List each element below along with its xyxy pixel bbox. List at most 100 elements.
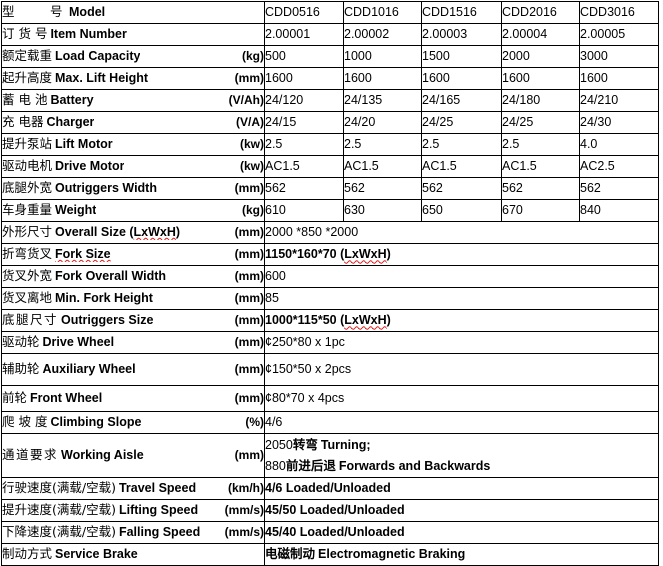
spec-label-cn: 折弯货叉 bbox=[2, 247, 53, 262]
spec-label-en: Working Aisle bbox=[61, 448, 144, 463]
spec-label-text: 外形尺寸 Overall Size (LxWxH) bbox=[2, 225, 180, 240]
spec-unit: (kw) bbox=[240, 137, 264, 152]
spec-label-en: Battery bbox=[50, 93, 94, 108]
spec-label-text: 提升泵站 Lift Motor bbox=[2, 137, 113, 152]
spec-label-en: Falling Speed bbox=[118, 525, 201, 540]
spec-unit: (mm) bbox=[234, 269, 264, 284]
spec-label-en: Travel Speed bbox=[118, 481, 197, 496]
spec-value-cell: 2.5 bbox=[501, 133, 580, 156]
spec-unit: (mm) bbox=[234, 335, 264, 350]
table-row: 驱动电机 Drive Motor (kw) AC1.5 AC1.5 AC1.5 AC1.5 A… bbox=[1, 155, 659, 178]
spec-value-cell: 500 bbox=[264, 45, 344, 68]
spellcheck-squiggle: LxWxH bbox=[344, 247, 387, 262]
spec-label-cell: 货叉外宽 Fork Overall Width (mm) bbox=[1, 265, 265, 288]
spec-value-cell: CDD1016 bbox=[343, 1, 422, 24]
spec-label-en: Front Wheel bbox=[30, 391, 103, 406]
spec-label-cell: 折弯货叉 Fork Size (mm) bbox=[1, 243, 265, 266]
spec-value-cell-merged: 600 bbox=[264, 265, 659, 288]
spec-value-cell-merged: 45/50 Loaded/Unloaded bbox=[264, 499, 659, 522]
spec-label-cn: 订 货 号 bbox=[2, 27, 48, 42]
spec-value-cell: 24/135 bbox=[343, 89, 422, 112]
table-row: 制动方式 Service Brake 电磁制动 Electromagnetic Bra… bbox=[1, 543, 659, 566]
spec-label-text: 提升速度(满载/空载) Lifting Speed bbox=[2, 503, 198, 518]
brake-value-en: Electromagnetic Braking bbox=[318, 547, 466, 562]
spec-value-cell: 24/20 bbox=[343, 111, 422, 134]
spec-label-cn: 制动方式 bbox=[2, 547, 53, 562]
spec-value-cell-merged: 1000*115*50 (LxWxH) bbox=[264, 309, 659, 332]
spec-value-cell: 1600 bbox=[421, 67, 502, 90]
spec-value-cell: 2.00003 bbox=[421, 23, 502, 46]
spec-unit: (mm) bbox=[234, 313, 264, 328]
spec-label-cn: 额定载重 bbox=[2, 49, 53, 64]
spec-label-text: 型 号 Model bbox=[2, 5, 105, 20]
spec-label-text: 底腿外宽 Outriggers Width bbox=[2, 181, 157, 196]
table-row: 提升泵站 Lift Motor (kw) 2.5 2.5 2.5 2.5 4.0 bbox=[1, 133, 659, 156]
spec-label-text: 充 电器 Charger bbox=[2, 115, 94, 130]
aisle-turning-value: 2050 bbox=[265, 437, 293, 452]
spec-value-cell: CDD2016 bbox=[501, 1, 580, 24]
spec-unit: (km/h) bbox=[228, 481, 264, 496]
spec-label-cell: 车身重量 Weight (kg) bbox=[1, 199, 265, 222]
spec-label-cell: 辅助轮 Auxiliary Wheel (mm) bbox=[1, 353, 265, 386]
table-row: 前轮 Front Wheel (mm) ¢80*70 x 4pcs bbox=[1, 385, 659, 412]
spec-label-en: Outriggers Size bbox=[61, 313, 154, 328]
spec-value-cell: 2.00004 bbox=[501, 23, 580, 46]
spec-value-cell: 1600 bbox=[501, 67, 580, 90]
spec-label-cn: 外形尺寸 bbox=[2, 225, 53, 240]
spec-label-text: 下降速度(满载/空载) Falling Speed bbox=[2, 525, 200, 540]
spec-label-cn: 货叉外宽 bbox=[2, 269, 53, 284]
spec-label-cell: 前轮 Front Wheel (mm) bbox=[1, 385, 265, 412]
spec-value-cell: 1500 bbox=[421, 45, 502, 68]
spec-value-cell: 2.5 bbox=[343, 133, 422, 156]
spec-value-cell-merged: 4/6 Loaded/Unloaded bbox=[264, 477, 659, 500]
spec-value-cell: 4.0 bbox=[579, 133, 659, 156]
spec-label-en: Climbing Slope bbox=[50, 415, 142, 430]
spec-label-en: Lift Motor bbox=[55, 137, 113, 152]
spec-value-cell-merged: 1150*160*70 (LxWxH) bbox=[264, 243, 659, 266]
aisle-forwards-en: Forwards and Backwards bbox=[338, 459, 491, 473]
spec-label-cn: 驱动电机 bbox=[2, 159, 53, 174]
spec-label-text: 行驶速度(满载/空载) Travel Speed bbox=[2, 481, 196, 496]
spec-label-cn: 爬 坡 度 bbox=[2, 415, 48, 430]
spec-value-cell: 1600 bbox=[343, 67, 422, 90]
spec-value-cell-merged: ¢80*70 x 4pcs bbox=[264, 385, 659, 412]
brake-value-cn: 电磁制动 bbox=[265, 546, 316, 562]
spec-label-text: 起升高度 Max. Lift Height bbox=[2, 71, 148, 86]
spec-value-cell: AC1.5 bbox=[501, 155, 580, 178]
spec-value-cell: 24/210 bbox=[579, 89, 659, 112]
spec-label-en: Model bbox=[69, 5, 106, 20]
spec-value-cell: CDD3016 bbox=[579, 1, 659, 24]
spec-unit: (mm/s) bbox=[224, 503, 264, 518]
spec-value-cell: 24/30 bbox=[579, 111, 659, 134]
spec-label-cn: 型 号 bbox=[2, 5, 67, 20]
spec-label-cn: 货叉离地 bbox=[2, 291, 53, 306]
spec-value-cell: 562 bbox=[264, 177, 344, 200]
spec-label-text: 额定载重 Load Capacity bbox=[2, 49, 140, 64]
table-row: 下降速度(满载/空载) Falling Speed (mm/s) 45/40 Load… bbox=[1, 521, 659, 544]
spec-value-cell: 24/25 bbox=[421, 111, 502, 134]
spec-value-cell: 2.5 bbox=[264, 133, 344, 156]
spellcheck-squiggle: Fork Size bbox=[55, 247, 111, 262]
spec-label-text: 订 货 号 Item Number bbox=[2, 27, 127, 42]
spec-label-cell: 起升高度 Max. Lift Height (mm) bbox=[1, 67, 265, 90]
spec-label-cn: 蓄 电 池 bbox=[2, 93, 48, 108]
aisle-turning-en: Turning; bbox=[320, 437, 371, 452]
spec-label-cell: 通道要求 Working Aisle (mm) bbox=[1, 433, 265, 478]
spec-value-cell: 840 bbox=[579, 199, 659, 222]
spec-label-en: Weight bbox=[55, 203, 97, 218]
spec-label-en: Outriggers Width bbox=[55, 181, 157, 196]
spec-label-text: 辅助轮 Auxiliary Wheel bbox=[2, 362, 136, 377]
spec-unit: (mm) bbox=[234, 225, 264, 240]
spec-label-en: Overall Size (LxWxH) bbox=[55, 225, 181, 240]
spec-value-cell: AC2.5 bbox=[579, 155, 659, 178]
spec-value-cell: 2000 bbox=[501, 45, 580, 68]
spec-value-cell: AC1.5 bbox=[264, 155, 344, 178]
spec-label-text: 蓄 电 池 Battery bbox=[2, 93, 94, 108]
spec-label-text: 制动方式 Service Brake bbox=[2, 547, 138, 562]
spec-unit: (mm) bbox=[234, 247, 264, 262]
spec-label-cell: 货叉离地 Min. Fork Height (mm) bbox=[1, 287, 265, 310]
spec-unit: (mm) bbox=[234, 291, 264, 306]
spec-value-cell: 2.5 bbox=[421, 133, 502, 156]
